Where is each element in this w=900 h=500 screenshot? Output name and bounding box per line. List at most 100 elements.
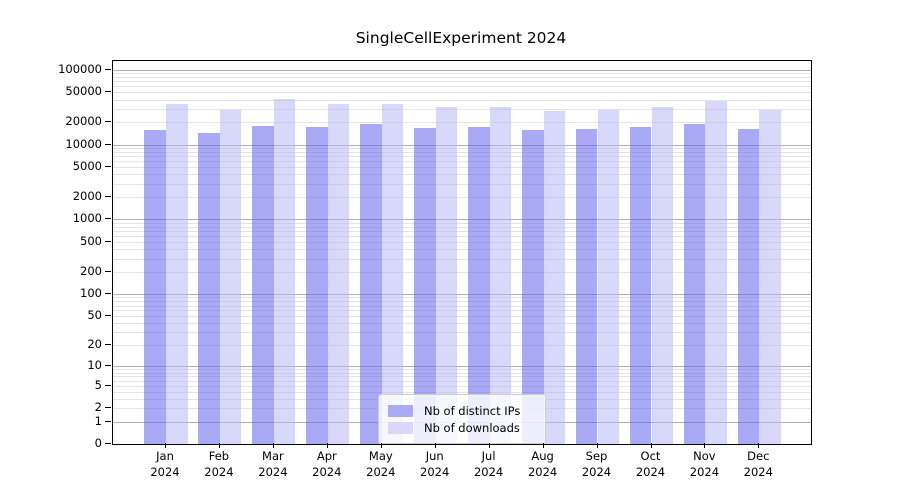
bar-jun-distinct-ips [414, 128, 436, 444]
bar-oct-downloads [651, 106, 674, 444]
bar-aug-downloads [543, 110, 566, 444]
y-tick-label-2: 2 [94, 400, 102, 415]
gridline-90000 [113, 73, 811, 75]
y-tick-mark-1 [105, 420, 111, 422]
bar-sep-distinct-ips [575, 129, 598, 444]
y-tick-mark-50 [105, 315, 111, 317]
gridline-30000 [113, 108, 811, 110]
y-tick-label-5: 5 [94, 377, 102, 392]
gridline-70000 [113, 81, 811, 83]
bar-nov-distinct-ips [683, 123, 706, 444]
y-tick-mark-5000 [105, 166, 111, 168]
bar-jun-downloads [435, 106, 458, 444]
x-tick-label-sep: Sep 2024 [569, 449, 625, 480]
y-tick-mark-10 [105, 365, 111, 367]
x-tick-mark-oct [650, 443, 652, 448]
gridline-100000 [113, 69, 811, 71]
legend-label-downloads: Nb of downloads [424, 420, 520, 435]
x-tick-year-sep: 2024 [581, 464, 612, 479]
gridline-40 [113, 323, 811, 325]
gridline-5 [113, 385, 811, 387]
plot-area: Nb of distinct IPs Nb of downloads [112, 60, 812, 445]
bar-mar-downloads [273, 99, 296, 444]
gridline-100 [113, 294, 811, 295]
x-tick-month-jan: Jan [156, 449, 174, 463]
x-tick-year-may: 2024 [366, 464, 396, 479]
y-tick-mark-20000 [105, 121, 111, 123]
x-tick-mark-mar [272, 443, 274, 448]
legend-swatch-distinct-ips-icon [388, 404, 413, 417]
gridline-80 [113, 301, 811, 303]
gridline-1000 [113, 219, 811, 221]
x-tick-mark-sep [596, 443, 598, 448]
x-tick-label-apr: Apr 2024 [299, 449, 355, 480]
gridline-7000 [113, 156, 811, 158]
gridline-300 [113, 258, 811, 260]
x-tick-mark-feb [218, 443, 220, 448]
x-tick-month-nov: Nov [693, 449, 716, 463]
gridline-3000 [113, 183, 811, 185]
gridline-60 [113, 310, 811, 312]
x-tick-year-feb: 2024 [204, 464, 234, 479]
x-tick-label-aug: Aug 2024 [515, 449, 571, 480]
gridline-8 [113, 372, 811, 374]
bar-feb-downloads [219, 110, 242, 444]
x-tick-year-dec: 2024 [743, 464, 773, 479]
y-tick-label-10: 10 [87, 358, 102, 373]
y-tick-mark-100000 [105, 68, 111, 70]
x-tick-month-aug: Aug [531, 449, 554, 463]
gridline-600 [113, 236, 811, 237]
y-tick-label-0: 0 [94, 436, 102, 450]
bar-aug-distinct-ips [522, 130, 544, 444]
y-tick-label-50: 50 [87, 308, 102, 323]
x-tick-label-jan: Jan 2024 [137, 449, 193, 480]
y-tick-mark-50000 [105, 91, 111, 93]
y-tick-label-200: 200 [80, 263, 102, 278]
y-tick-mark-10000 [105, 143, 111, 145]
y-tick-label-5000: 5000 [72, 159, 102, 174]
x-tick-year-aug: 2024 [527, 464, 558, 479]
gridline-30 [113, 332, 811, 334]
x-tick-label-dec: Dec 2024 [730, 449, 786, 480]
y-tick-label-2000: 2000 [72, 188, 102, 203]
gridline-5000 [113, 167, 811, 169]
y-tick-label-100: 100 [80, 286, 102, 300]
x-tick-mark-nov [704, 443, 706, 448]
y-tick-label-500: 500 [80, 233, 102, 248]
x-tick-month-apr: Apr [316, 449, 337, 463]
y-tick-mark-0 [105, 443, 111, 444]
legend-item-distinct-ips: Nb of distinct IPs [388, 403, 536, 418]
x-tick-mark-jun [434, 443, 436, 448]
gridline-800 [113, 226, 811, 228]
bar-apr-distinct-ips [306, 127, 328, 444]
y-tick-mark-200 [105, 270, 111, 272]
x-tick-mark-aug [542, 443, 544, 448]
bar-may-downloads [381, 103, 404, 444]
x-tick-mark-jul [488, 443, 490, 448]
y-tick-label-50000: 50000 [65, 84, 102, 99]
gridline-70 [113, 305, 811, 307]
gridline-900 [113, 222, 811, 224]
y-tick-label-1000: 1000 [72, 211, 102, 226]
gridline-4000 [113, 174, 811, 176]
bar-jul-downloads [489, 106, 512, 444]
y-tick-mark-100 [105, 293, 111, 294]
x-tick-year-oct: 2024 [635, 464, 666, 479]
bar-mar-distinct-ips [252, 126, 274, 444]
x-tick-label-mar: Mar 2024 [245, 449, 301, 480]
gridline-700 [113, 231, 811, 232]
x-tick-month-dec: Dec [747, 449, 770, 463]
gridline-20 [113, 345, 811, 346]
legend-item-downloads: Nb of downloads [388, 420, 536, 435]
x-tick-month-sep: Sep [585, 449, 608, 463]
gridline-500 [113, 241, 811, 243]
y-tick-mark-500 [105, 240, 111, 242]
chart-title: SingleCellExperiment 2024 [355, 29, 567, 47]
y-tick-label-1: 1 [94, 413, 102, 428]
gridline-400 [113, 249, 811, 251]
x-tick-label-jul: Jul 2024 [461, 449, 517, 480]
x-tick-year-jun: 2024 [420, 464, 450, 479]
x-tick-label-jun: Jun 2024 [407, 449, 463, 480]
gridline-40000 [113, 99, 811, 101]
